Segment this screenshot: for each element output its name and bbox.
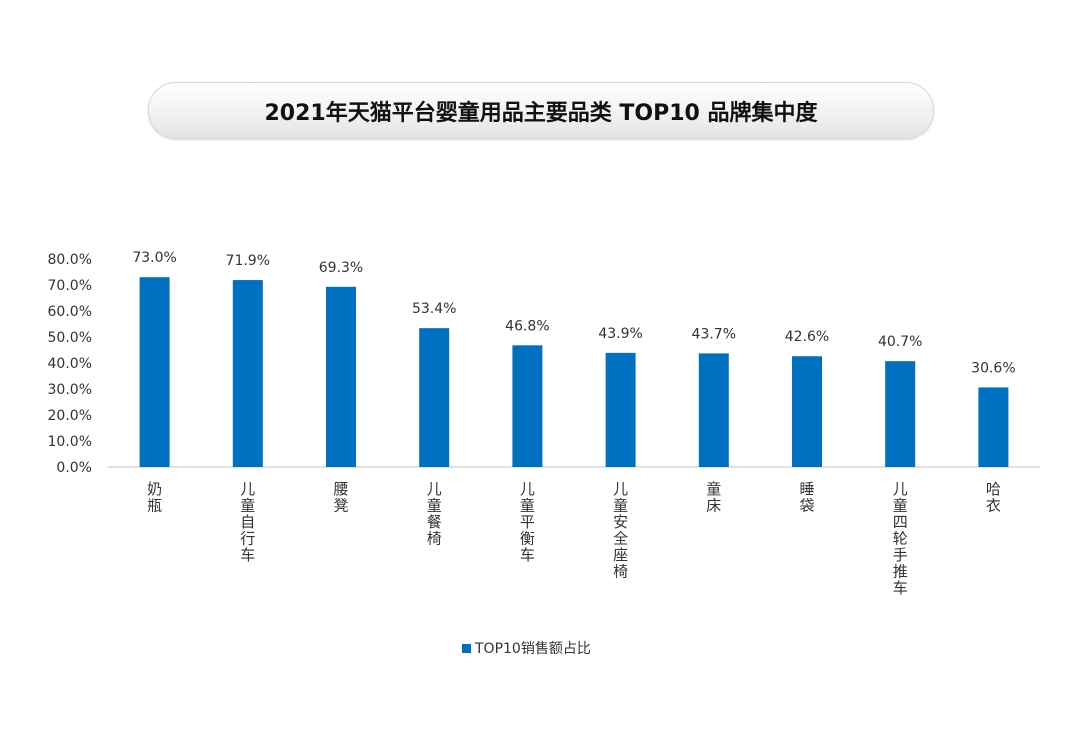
y-tick-label: 0.0% xyxy=(56,460,92,476)
bar xyxy=(978,387,1009,467)
x-tick-label: 儿童餐椅 xyxy=(427,480,442,548)
x-tick-label: 睡袋 xyxy=(799,480,814,515)
bar xyxy=(512,345,543,467)
y-tick-label: 50.0% xyxy=(48,330,92,346)
x-tick-label: 儿童平衡车 xyxy=(520,480,535,564)
x-tick-label: 童床 xyxy=(706,480,721,515)
x-tick-label: 哈衣 xyxy=(986,480,1001,515)
x-tick-label: 奶瓶 xyxy=(147,480,162,515)
data-label: 73.0% xyxy=(132,250,176,266)
bar xyxy=(792,356,822,467)
x-tick-label: 儿童安全座椅 xyxy=(613,480,628,581)
chart-title-box: 2021年天猫平台婴童用品主要品类 TOP10 品牌集中度 xyxy=(148,82,934,139)
bar xyxy=(419,328,450,467)
legend: TOP10销售额占比 xyxy=(462,638,591,658)
data-label: 30.6% xyxy=(971,360,1015,376)
y-tick-label: 30.0% xyxy=(48,382,92,398)
y-tick-label: 40.0% xyxy=(48,356,92,372)
data-label: 43.9% xyxy=(598,326,642,342)
bar xyxy=(326,286,356,467)
legend-label: TOP10销售额占比 xyxy=(475,641,591,657)
y-tick-label: 70.0% xyxy=(48,278,92,294)
y-tick-label: 10.0% xyxy=(48,434,92,450)
y-tick-label: 60.0% xyxy=(48,304,92,320)
data-label: 71.9% xyxy=(226,253,270,269)
y-tick-label: 20.0% xyxy=(48,408,92,424)
bar xyxy=(139,277,170,467)
bar xyxy=(698,353,729,467)
data-label: 40.7% xyxy=(878,334,922,350)
bar xyxy=(885,361,916,467)
legend-swatch xyxy=(462,643,471,653)
data-label: 46.8% xyxy=(505,318,549,334)
x-tick-label: 儿童自行车 xyxy=(240,480,255,564)
y-tick-label: 80.0% xyxy=(48,252,92,268)
data-label: 42.6% xyxy=(785,329,829,345)
bar xyxy=(232,280,263,467)
chart-title: 2021年天猫平台婴童用品主要品类 TOP10 品牌集中度 xyxy=(264,100,818,126)
data-label: 69.3% xyxy=(319,260,363,276)
x-tick-label: 儿童四轮手推车 xyxy=(893,480,908,597)
bar xyxy=(605,352,636,467)
x-tick-label: 腰凳 xyxy=(333,480,348,515)
data-label: 53.4% xyxy=(412,301,456,317)
data-label: 43.7% xyxy=(692,326,736,342)
